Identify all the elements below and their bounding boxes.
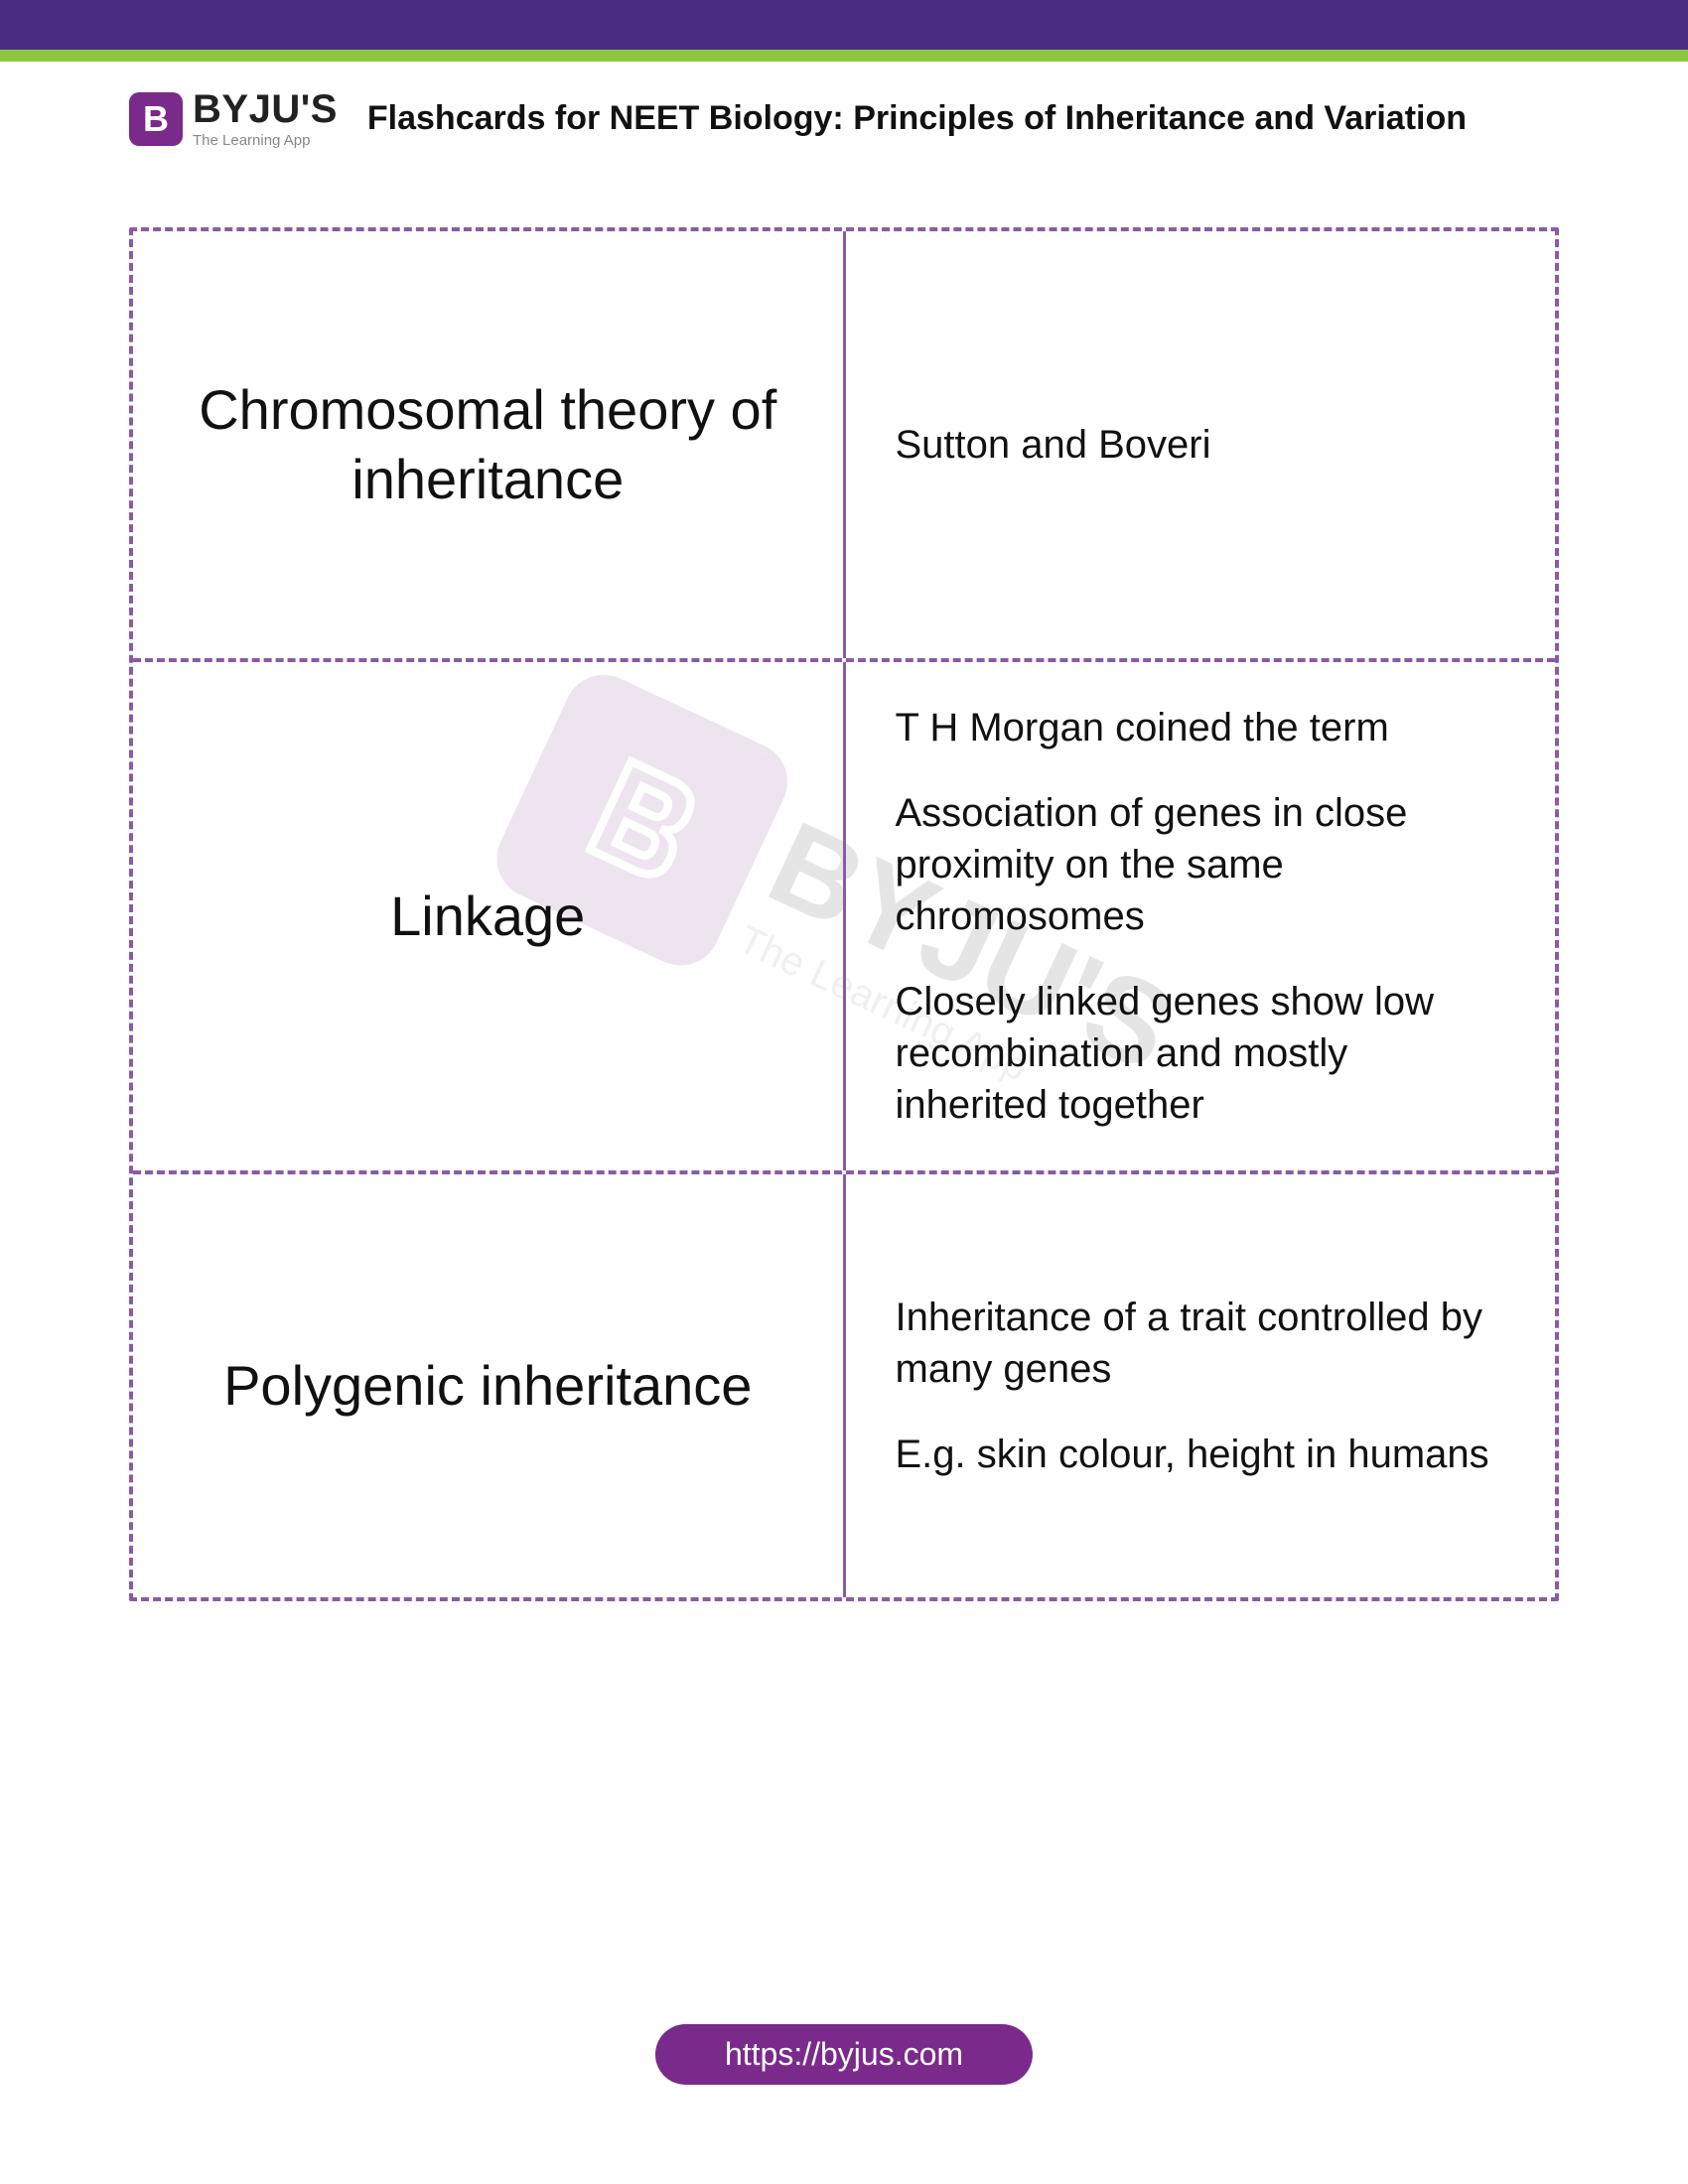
definition-text: Association of genes in close proximity …	[896, 787, 1506, 942]
term-text: Polygenic inheritance	[223, 1351, 752, 1421]
flashcard-row: Polygenic inheritance Inheritance of a t…	[133, 1170, 1555, 1597]
logo-badge-letter: B	[143, 98, 169, 140]
definition-text: E.g. skin colour, height in humans	[896, 1429, 1506, 1480]
definition-cell: Inheritance of a trait controlled by man…	[846, 1174, 1556, 1597]
term-cell: Chromosomal theory of inheritance	[133, 231, 846, 658]
term-cell: Polygenic inheritance	[133, 1174, 846, 1597]
footer-url-pill[interactable]: https://byjus.com	[655, 2024, 1033, 2085]
term-text: Linkage	[390, 882, 585, 951]
brand-logo: B BYJU'S The Learning App	[129, 89, 338, 148]
definition-text: Sutton and Boveri	[896, 419, 1506, 471]
flashcard-row: Linkage T H Morgan coined the term Assoc…	[133, 658, 1555, 1170]
definition-text: Inheritance of a trait controlled by man…	[896, 1292, 1506, 1395]
page-title: Flashcards for NEET Biology: Principles …	[367, 99, 1559, 138]
term-text: Chromosomal theory of inheritance	[183, 375, 793, 514]
footer-url-text: https://byjus.com	[725, 2036, 963, 2072]
term-cell: Linkage	[133, 662, 846, 1170]
header: B BYJU'S The Learning App Flashcards for…	[0, 50, 1688, 168]
logo-text: BYJU'S The Learning App	[193, 89, 338, 148]
definition-cell: T H Morgan coined the term Association o…	[846, 662, 1556, 1170]
logo-badge: B	[129, 92, 183, 146]
logo-tagline: The Learning App	[193, 133, 338, 148]
definition-text: Closely linked genes show low recombinat…	[896, 976, 1506, 1131]
logo-name: BYJU'S	[193, 89, 338, 129]
definition-text: T H Morgan coined the term	[896, 702, 1506, 753]
flashcard-row: Chromosomal theory of inheritance Sutton…	[133, 231, 1555, 658]
top-banner	[0, 0, 1688, 50]
definition-cell: Sutton and Boveri	[846, 231, 1556, 658]
flashcard-grid: BYJU'S The Learning App Chromosomal theo…	[129, 227, 1559, 1601]
